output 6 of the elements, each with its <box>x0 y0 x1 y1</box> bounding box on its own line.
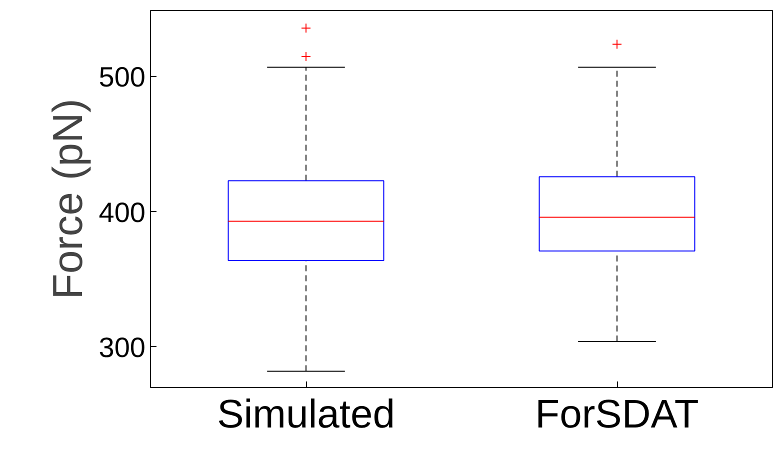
y-tick-label: 300 <box>98 332 146 363</box>
y-tick-label: 500 <box>98 62 146 93</box>
y-axis-title: Force (pN) <box>44 98 91 300</box>
x-tick-label: Simulated <box>217 392 395 436</box>
y-tick-label: 400 <box>98 196 146 228</box>
x-tick-label: ForSDAT <box>535 392 699 436</box>
